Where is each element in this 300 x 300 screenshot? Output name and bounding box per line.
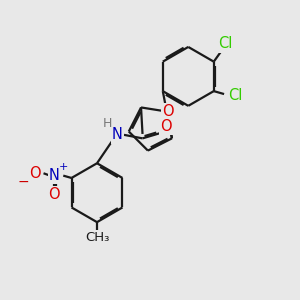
Text: Cl: Cl: [218, 37, 232, 52]
Text: Cl: Cl: [228, 88, 242, 103]
Text: O: O: [160, 119, 172, 134]
Text: H: H: [103, 117, 112, 130]
Text: +: +: [58, 162, 68, 172]
Text: O: O: [162, 104, 173, 119]
Text: N: N: [49, 168, 60, 183]
Text: O: O: [29, 166, 40, 181]
Text: O: O: [49, 187, 60, 202]
Text: N: N: [112, 127, 123, 142]
Text: CH₃: CH₃: [85, 231, 109, 244]
Text: −: −: [18, 175, 30, 189]
